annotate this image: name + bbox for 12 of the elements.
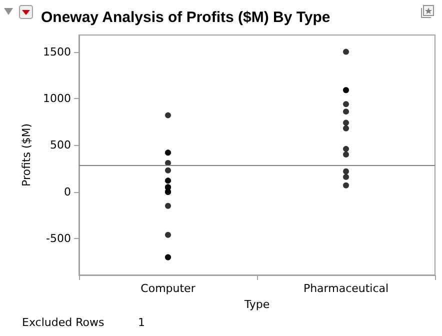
chart-title: Oneway Analysis of Profits ($M) By Type bbox=[41, 9, 330, 26]
y-axis-title: Profits ($M) bbox=[20, 124, 34, 186]
y-tick-label: 1500 bbox=[43, 45, 71, 58]
x-axis-title: Type bbox=[243, 298, 270, 311]
y-tick-label: 1000 bbox=[43, 92, 71, 105]
text: 1 bbox=[138, 316, 145, 329]
y-tick-label: 500 bbox=[50, 138, 71, 152]
text: Excluded Rows bbox=[22, 316, 104, 329]
y-tick-label: -500 bbox=[46, 232, 71, 246]
x-tick-label: Computer bbox=[140, 282, 196, 295]
y-tick-label: 0 bbox=[64, 185, 71, 198]
x-tick-label: Pharmaceutical bbox=[303, 282, 389, 295]
